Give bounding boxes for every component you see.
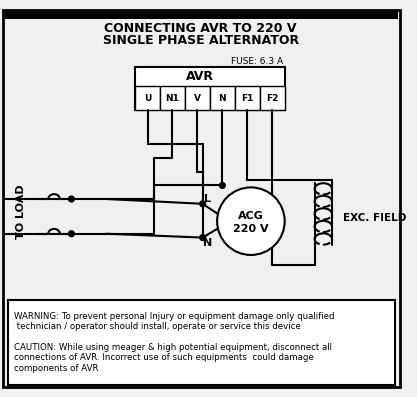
Text: F1: F1: [241, 94, 254, 103]
Text: N: N: [219, 94, 226, 103]
Text: TO LOAD: TO LOAD: [16, 184, 26, 239]
Circle shape: [200, 235, 206, 241]
FancyBboxPatch shape: [185, 86, 210, 110]
Text: EXC. FIELD: EXC. FIELD: [343, 213, 406, 223]
FancyBboxPatch shape: [8, 300, 394, 385]
Circle shape: [217, 187, 285, 255]
FancyBboxPatch shape: [160, 86, 185, 110]
Text: F2: F2: [266, 94, 279, 103]
Text: AVR: AVR: [186, 70, 214, 83]
Text: SINGLE PHASE ALTERNATOR: SINGLE PHASE ALTERNATOR: [103, 34, 299, 47]
FancyBboxPatch shape: [135, 86, 160, 110]
Text: U: U: [144, 94, 151, 103]
Text: ACG: ACG: [238, 211, 264, 222]
Circle shape: [69, 197, 74, 201]
Circle shape: [219, 183, 225, 188]
Text: N: N: [203, 238, 212, 249]
Text: CONNECTING AVR TO 220 V: CONNECTING AVR TO 220 V: [105, 22, 297, 35]
Circle shape: [69, 231, 74, 236]
Text: FUSE: 6.3 A: FUSE: 6.3 A: [231, 58, 283, 66]
Text: CAUTION: While using meager & high potential equipment, disconnect all
connectio: CAUTION: While using meager & high poten…: [13, 343, 332, 372]
FancyBboxPatch shape: [135, 67, 285, 110]
Circle shape: [68, 196, 74, 202]
FancyBboxPatch shape: [260, 86, 285, 110]
Text: N1: N1: [166, 94, 179, 103]
Circle shape: [68, 231, 74, 237]
FancyBboxPatch shape: [5, 11, 397, 19]
FancyBboxPatch shape: [210, 86, 235, 110]
Circle shape: [200, 201, 206, 207]
Text: 220 V: 220 V: [233, 224, 269, 234]
FancyBboxPatch shape: [235, 86, 260, 110]
Text: V: V: [194, 94, 201, 103]
Text: L: L: [204, 194, 211, 204]
Text: WARNING: To prevent personal Injury or equipment damage only qualified
 technici: WARNING: To prevent personal Injury or e…: [13, 312, 334, 331]
